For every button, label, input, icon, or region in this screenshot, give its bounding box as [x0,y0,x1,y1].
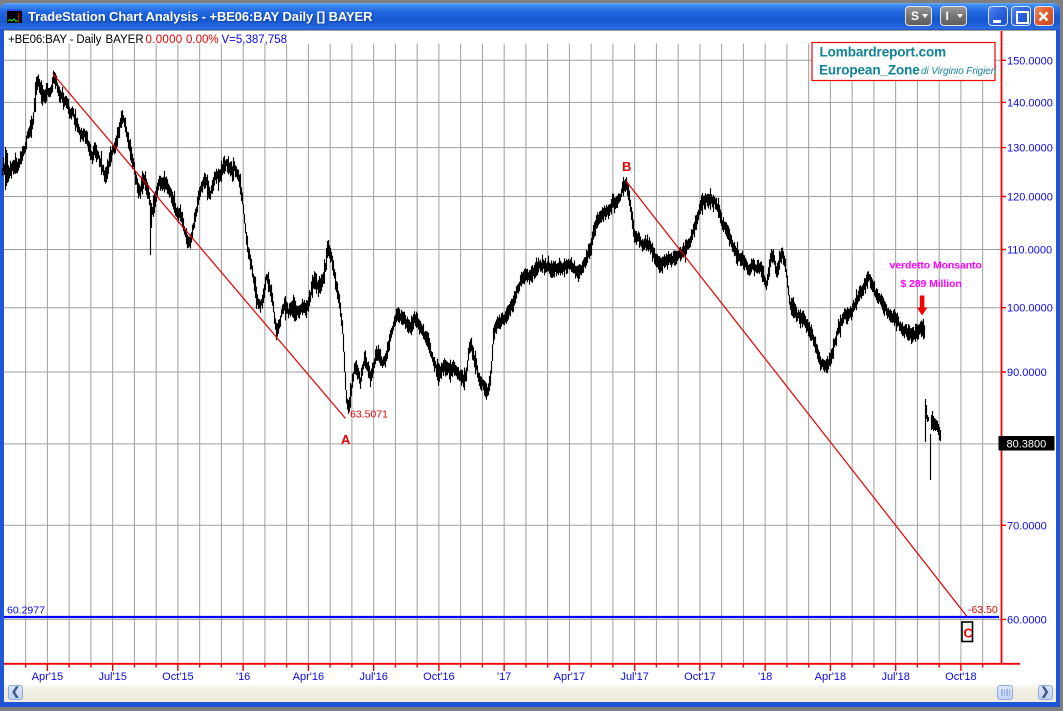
svg-text:Jul'16: Jul'16 [359,671,387,683]
svg-text:Oct'15: Oct'15 [162,671,193,683]
svg-text:Oct'18: Oct'18 [945,671,976,683]
svg-text:Apr'18: Apr'18 [815,671,846,683]
svg-text:130.0000: 130.0000 [1007,143,1053,155]
svg-text:Jul'18: Jul'18 [881,671,909,683]
svg-text:Jul'15: Jul'15 [98,671,126,683]
svg-text:60.2977: 60.2977 [7,605,45,617]
svg-text:Apr'15: Apr'15 [32,671,63,683]
svg-text:80.3800: 80.3800 [1007,439,1047,451]
svg-text:150.0000: 150.0000 [1007,55,1053,67]
svg-text:100.0000: 100.0000 [1007,303,1053,315]
svg-text:63.5071: 63.5071 [350,409,388,421]
svg-text:Oct'17: Oct'17 [684,671,715,683]
svg-text:110.0000: 110.0000 [1007,245,1052,257]
svg-text:BAYER: BAYER [106,34,144,46]
svg-text:A: A [341,432,351,447]
svg-text:'17: '17 [497,671,511,683]
svg-text:'18: '18 [758,671,772,683]
svg-text:0.00%: 0.00% [186,34,219,46]
svg-text:European_Zone: European_Zone [819,63,920,78]
svg-text:0.0000: 0.0000 [146,34,183,46]
svg-text:$ 289 Million: $ 289 Million [901,278,962,290]
svg-text:60.0000: 60.0000 [1007,614,1047,626]
svg-text:Jul'17: Jul'17 [620,671,648,683]
svg-text:90.0000: 90.0000 [1007,367,1047,379]
svg-text:+BE06:BAY - Daily: +BE06:BAY - Daily [8,34,102,46]
svg-text:di Virginio Frigieri: di Virginio Frigieri [921,66,997,77]
svg-text:V=5,387,758: V=5,387,758 [222,34,288,46]
svg-text:B: B [622,159,631,174]
svg-text:C: C [964,626,974,641]
svg-text:Apr'16: Apr'16 [293,671,324,683]
svg-text:140.0000: 140.0000 [1007,97,1053,109]
svg-text:120.0000: 120.0000 [1007,192,1053,204]
svg-text:'16: '16 [236,671,250,683]
svg-text:Oct'16: Oct'16 [423,671,454,683]
svg-text:Apr'17: Apr'17 [554,671,585,683]
svg-text:Lombardreport.com: Lombardreport.com [820,45,947,60]
svg-text:-63.50: -63.50 [968,604,998,616]
svg-text:70.0000: 70.0000 [1007,520,1047,532]
svg-text:verdetto Monsanto: verdetto Monsanto [890,260,982,272]
